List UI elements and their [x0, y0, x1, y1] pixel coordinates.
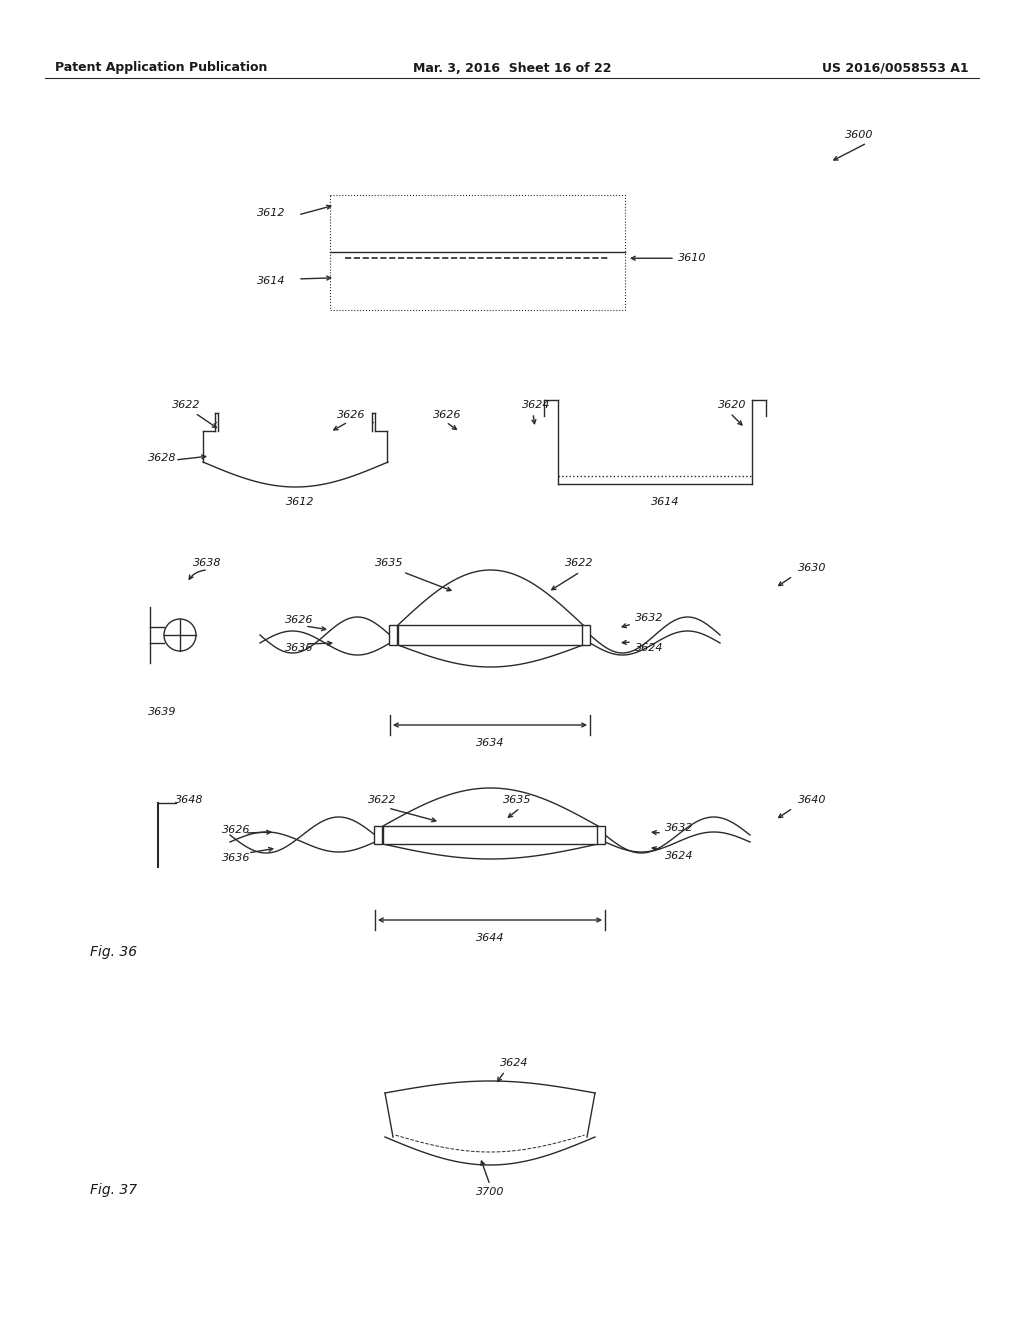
Bar — [330, 195, 625, 310]
Bar — [389, 624, 397, 645]
Text: 3626: 3626 — [222, 825, 251, 836]
Text: 3626: 3626 — [285, 615, 313, 624]
Text: 3638: 3638 — [193, 558, 221, 568]
Text: 3612: 3612 — [256, 209, 285, 218]
Text: 3624: 3624 — [635, 643, 664, 653]
Text: 3632: 3632 — [665, 822, 693, 833]
Text: 3700: 3700 — [476, 1187, 504, 1197]
Text: 3614: 3614 — [256, 276, 285, 286]
Bar — [398, 624, 583, 645]
Text: 3639: 3639 — [147, 708, 176, 717]
Text: 3635: 3635 — [503, 795, 531, 805]
Text: 3632: 3632 — [635, 612, 664, 623]
Text: 3620: 3620 — [718, 400, 746, 411]
Text: 3624: 3624 — [500, 1059, 528, 1068]
Text: 3640: 3640 — [798, 795, 826, 805]
Text: Mar. 3, 2016  Sheet 16 of 22: Mar. 3, 2016 Sheet 16 of 22 — [413, 62, 611, 74]
Text: 3600: 3600 — [845, 129, 873, 140]
Text: 3630: 3630 — [798, 564, 826, 573]
Text: 3614: 3614 — [650, 498, 679, 507]
Text: Fig. 36: Fig. 36 — [90, 945, 137, 960]
Text: 3612: 3612 — [286, 498, 314, 507]
Text: 3636: 3636 — [285, 643, 313, 653]
Text: 3622: 3622 — [368, 795, 396, 805]
Text: 3635: 3635 — [375, 558, 403, 568]
Text: 3648: 3648 — [175, 795, 204, 805]
Text: 3622: 3622 — [172, 400, 201, 411]
Bar — [374, 826, 382, 843]
Text: 3622: 3622 — [565, 558, 594, 568]
Text: 3636: 3636 — [222, 853, 251, 863]
Text: Patent Application Publication: Patent Application Publication — [55, 62, 267, 74]
Text: 3628: 3628 — [148, 453, 176, 463]
Text: 3626: 3626 — [337, 411, 366, 420]
Text: 3634: 3634 — [476, 738, 504, 748]
Text: Fig. 37: Fig. 37 — [90, 1183, 137, 1197]
Text: US 2016/0058553 A1: US 2016/0058553 A1 — [822, 62, 969, 74]
Text: 3626: 3626 — [433, 411, 462, 420]
Bar — [582, 624, 590, 645]
Bar — [383, 826, 598, 843]
Text: 3624: 3624 — [522, 400, 551, 411]
Text: 3644: 3644 — [476, 933, 504, 942]
Text: 3624: 3624 — [665, 851, 693, 861]
Bar — [597, 826, 605, 843]
Text: 3610: 3610 — [678, 253, 707, 263]
